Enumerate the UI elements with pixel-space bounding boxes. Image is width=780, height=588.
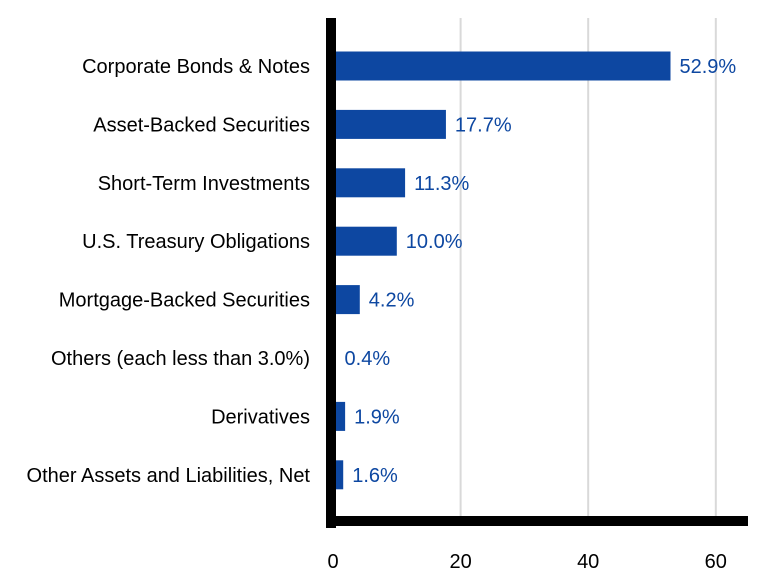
y-axis-line	[326, 18, 336, 528]
bar	[333, 285, 360, 315]
bar	[333, 226, 397, 256]
bar	[333, 168, 406, 198]
grid-lines	[459, 18, 717, 522]
value-label: 4.2%	[369, 290, 415, 312]
x-tick-label: 20	[449, 551, 471, 573]
category-label: Other Assets and Liabilities, Net	[27, 465, 311, 487]
value-labels: 52.9% 17.7% 11.3% 10.0% 4.2% 0.4% 1.9% 1.6%	[345, 56, 737, 487]
value-label: 17.7%	[455, 114, 512, 136]
category-label: Mortgage-Backed Securities	[59, 290, 310, 312]
category-label: Short-Term Investments	[98, 173, 310, 195]
category-labels: Corporate Bonds & Notes Asset-Backed Secu…	[27, 56, 311, 487]
x-tick-labels: 0 20 40 60	[327, 551, 726, 573]
x-axis-line	[326, 516, 748, 526]
x-tick-label: 60	[705, 551, 727, 573]
x-tick-label: 0	[327, 551, 338, 573]
value-label: 1.9%	[354, 406, 400, 428]
axes	[326, 18, 748, 528]
bar	[333, 51, 671, 81]
category-label: Corporate Bonds & Notes	[82, 56, 310, 78]
value-label: 0.4%	[345, 348, 391, 370]
value-label: 11.3%	[414, 173, 469, 195]
category-label: Asset-Backed Securities	[93, 114, 310, 136]
value-label: 1.6%	[352, 465, 398, 487]
bar	[333, 460, 344, 490]
value-label: 52.9%	[680, 56, 737, 78]
bar	[333, 401, 346, 431]
x-tick-label: 40	[577, 551, 599, 573]
category-label: Others (each less than 3.0%)	[51, 348, 310, 370]
bar	[333, 109, 446, 139]
bars	[333, 51, 671, 490]
category-label: U.S. Treasury Obligations	[82, 231, 310, 253]
category-label: Derivatives	[211, 406, 310, 428]
value-label: 10.0%	[406, 231, 463, 253]
